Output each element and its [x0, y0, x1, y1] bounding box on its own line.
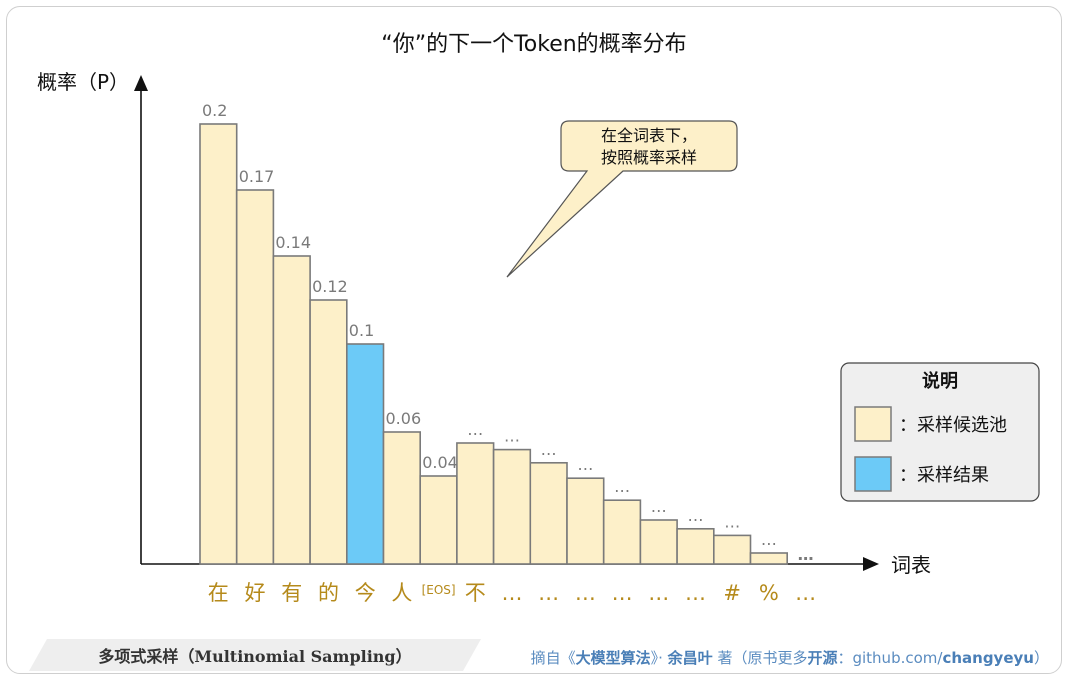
category-label-7: 不: [465, 581, 486, 605]
footer: 多项式采样（Multinomial Sampling） 摘自《大模型算法》· 余…: [29, 639, 1049, 671]
footer-open: 开源: [807, 649, 837, 667]
category-label-2: 有: [281, 581, 302, 605]
callout: 在全词表下， 按照概率采样: [506, 120, 738, 278]
bar-15: [749, 552, 789, 565]
legend-title: 说明: [922, 370, 958, 392]
bar-4: [345, 343, 385, 565]
footer-tab: [29, 639, 481, 671]
footer-book: 大模型算法: [576, 649, 651, 667]
value-label-10: …: [577, 455, 593, 474]
value-label-15: …: [761, 530, 777, 549]
bar-0: [199, 123, 238, 565]
value-label-16: …: [798, 545, 814, 564]
category-label-0: 在: [208, 581, 229, 605]
category-label-15: %: [759, 581, 779, 605]
value-label-1: 0.17: [239, 167, 275, 186]
bars-group: [199, 123, 789, 565]
value-label-3: 0.12: [312, 277, 348, 296]
value-label-4: 0.1: [349, 321, 374, 340]
chart-title: “你”的下一个Token的概率分布: [381, 32, 686, 57]
bar-5: [382, 431, 422, 565]
bar-2: [272, 255, 311, 565]
bar-13: [676, 527, 715, 565]
footer-source-mid3: ：github.com/: [837, 649, 943, 667]
callout-line-2: 按照概率采样: [601, 148, 697, 167]
bar-12: [639, 519, 678, 565]
x-axis-label: 词表: [891, 553, 931, 577]
footer-source-mid: 》·: [651, 649, 668, 667]
legend-swatch-candidate: [854, 406, 892, 442]
category-label-8: …: [502, 581, 523, 605]
value-label-11: …: [614, 477, 630, 496]
footer-source-mid2: 著（原书更多: [713, 649, 808, 667]
legend-swatch-sampled: [854, 456, 892, 492]
value-label-12: …: [651, 497, 667, 516]
value-label-13: …: [688, 506, 704, 525]
legend-label-sampled: ：采样结果: [899, 465, 989, 486]
x-axis-arrow: [863, 557, 879, 571]
category-label-16: …: [795, 581, 816, 605]
bar-chart: “你”的下一个Token的概率分布 概率（P） 词表 0.20.170.140.…: [29, 32, 1049, 671]
value-label-6: 0.04: [422, 453, 458, 472]
category-label-12: …: [648, 581, 669, 605]
bar-11: [602, 499, 642, 565]
bar-14: [712, 534, 752, 565]
bar-3: [309, 299, 348, 565]
value-label-5: 0.06: [386, 409, 422, 428]
callout-bubble: [506, 120, 738, 278]
value-label-14: …: [724, 512, 740, 531]
value-label-2: 0.14: [275, 233, 311, 252]
category-label-14: #: [723, 581, 741, 605]
token-labels-group: 在好有的今人 [EOS] 不 … … … … … … #% …: [208, 581, 816, 605]
category-label-11: …: [612, 581, 633, 605]
chart-frame: “你”的下一个Token的概率分布 概率（P） 词表 0.2 0.17 0.14 0.…: [6, 6, 1062, 674]
category-label-3: 的: [318, 581, 339, 605]
footer-caption: 多项式采样（Multinomial Sampling）: [98, 647, 411, 666]
legend: 说明 ：采样候选池 ：采样结果: [840, 362, 1040, 502]
value-labels-group: 0.2 0.17 0.14 0.12 0.1 0.06 0.04 … … … … … … … … … …: [202, 101, 814, 564]
footer-author: 余昌叶: [667, 649, 713, 667]
value-label-9: …: [541, 440, 557, 459]
y-axis-arrow: [134, 75, 148, 91]
callout-line-1: 在全词表下，: [601, 126, 697, 145]
bar-8: [492, 448, 532, 565]
footer-source-suffix: ）: [1034, 649, 1049, 667]
category-label-1: 好: [245, 581, 266, 605]
category-label-5: 人: [391, 581, 412, 605]
bar-1: [235, 189, 275, 565]
footer-handle: changyeyu: [942, 649, 1034, 667]
value-label-8: …: [504, 427, 520, 446]
footer-source-prefix: 摘自《: [531, 649, 576, 667]
bar-10: [566, 477, 605, 565]
bar-7: [456, 442, 495, 565]
footer-source: 摘自《大模型算法》· 余昌叶 著（原书更多开源：github.com/chang…: [531, 649, 1049, 667]
legend-label-candidate: ：采样候选池: [899, 415, 1007, 436]
value-label-7: …: [467, 420, 483, 439]
category-label-4: 今: [355, 581, 376, 605]
category-label-13: …: [685, 581, 706, 605]
category-label-10: …: [575, 581, 596, 605]
category-label-9: …: [538, 581, 559, 605]
value-label-0: 0.2: [202, 101, 227, 120]
bar-6: [419, 475, 458, 565]
category-label-6: [EOS]: [422, 583, 456, 597]
bar-9: [529, 461, 568, 565]
y-axis-label: 概率（P）: [37, 70, 129, 94]
